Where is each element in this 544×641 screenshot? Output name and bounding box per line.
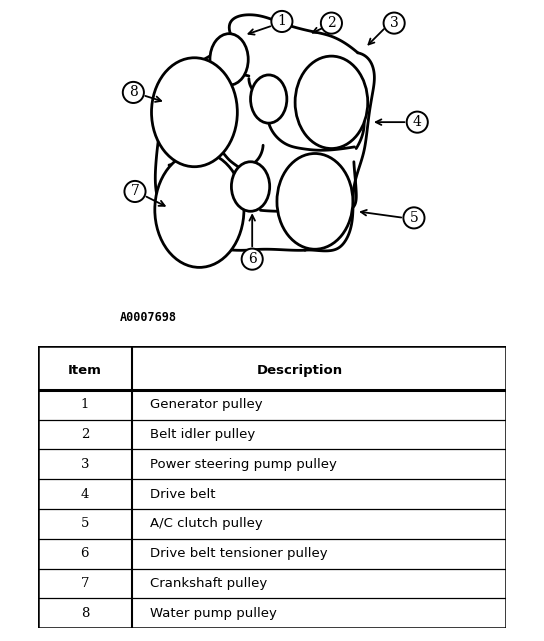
- Text: A0007698: A0007698: [120, 310, 177, 324]
- Ellipse shape: [210, 34, 248, 85]
- Text: Item: Item: [68, 363, 102, 377]
- Text: 5: 5: [410, 211, 418, 225]
- Ellipse shape: [242, 249, 263, 270]
- Text: 4: 4: [413, 115, 422, 129]
- Ellipse shape: [321, 13, 342, 34]
- Text: Drive belt tensioner pulley: Drive belt tensioner pulley: [150, 547, 328, 560]
- Text: 8: 8: [129, 85, 138, 99]
- Ellipse shape: [125, 181, 146, 202]
- Text: Belt idler pulley: Belt idler pulley: [150, 428, 256, 441]
- Text: 2: 2: [327, 16, 336, 30]
- Ellipse shape: [231, 162, 270, 212]
- Text: 5: 5: [81, 517, 89, 530]
- Text: 7: 7: [131, 185, 139, 199]
- Ellipse shape: [155, 152, 244, 267]
- Text: 7: 7: [81, 577, 89, 590]
- Text: 6: 6: [248, 252, 257, 266]
- Text: 8: 8: [81, 607, 89, 620]
- Ellipse shape: [384, 13, 405, 34]
- Text: Crankshaft pulley: Crankshaft pulley: [150, 577, 268, 590]
- Text: 3: 3: [81, 458, 89, 471]
- Ellipse shape: [404, 207, 424, 228]
- Ellipse shape: [123, 82, 144, 103]
- Ellipse shape: [251, 75, 287, 123]
- Text: 1: 1: [81, 398, 89, 412]
- Ellipse shape: [277, 153, 353, 249]
- Text: Power steering pump pulley: Power steering pump pulley: [150, 458, 337, 471]
- Ellipse shape: [295, 56, 368, 149]
- Ellipse shape: [271, 11, 293, 32]
- Text: 6: 6: [81, 547, 89, 560]
- Text: Generator pulley: Generator pulley: [150, 398, 263, 412]
- Ellipse shape: [152, 58, 237, 167]
- Text: Water pump pulley: Water pump pulley: [150, 607, 277, 620]
- Text: Drive belt: Drive belt: [150, 488, 216, 501]
- Text: Description: Description: [257, 363, 343, 377]
- Text: 2: 2: [81, 428, 89, 441]
- Text: 3: 3: [390, 16, 399, 30]
- Text: A/C clutch pulley: A/C clutch pulley: [150, 517, 263, 530]
- Text: 4: 4: [81, 488, 89, 501]
- Ellipse shape: [407, 112, 428, 133]
- Text: 1: 1: [277, 15, 286, 28]
